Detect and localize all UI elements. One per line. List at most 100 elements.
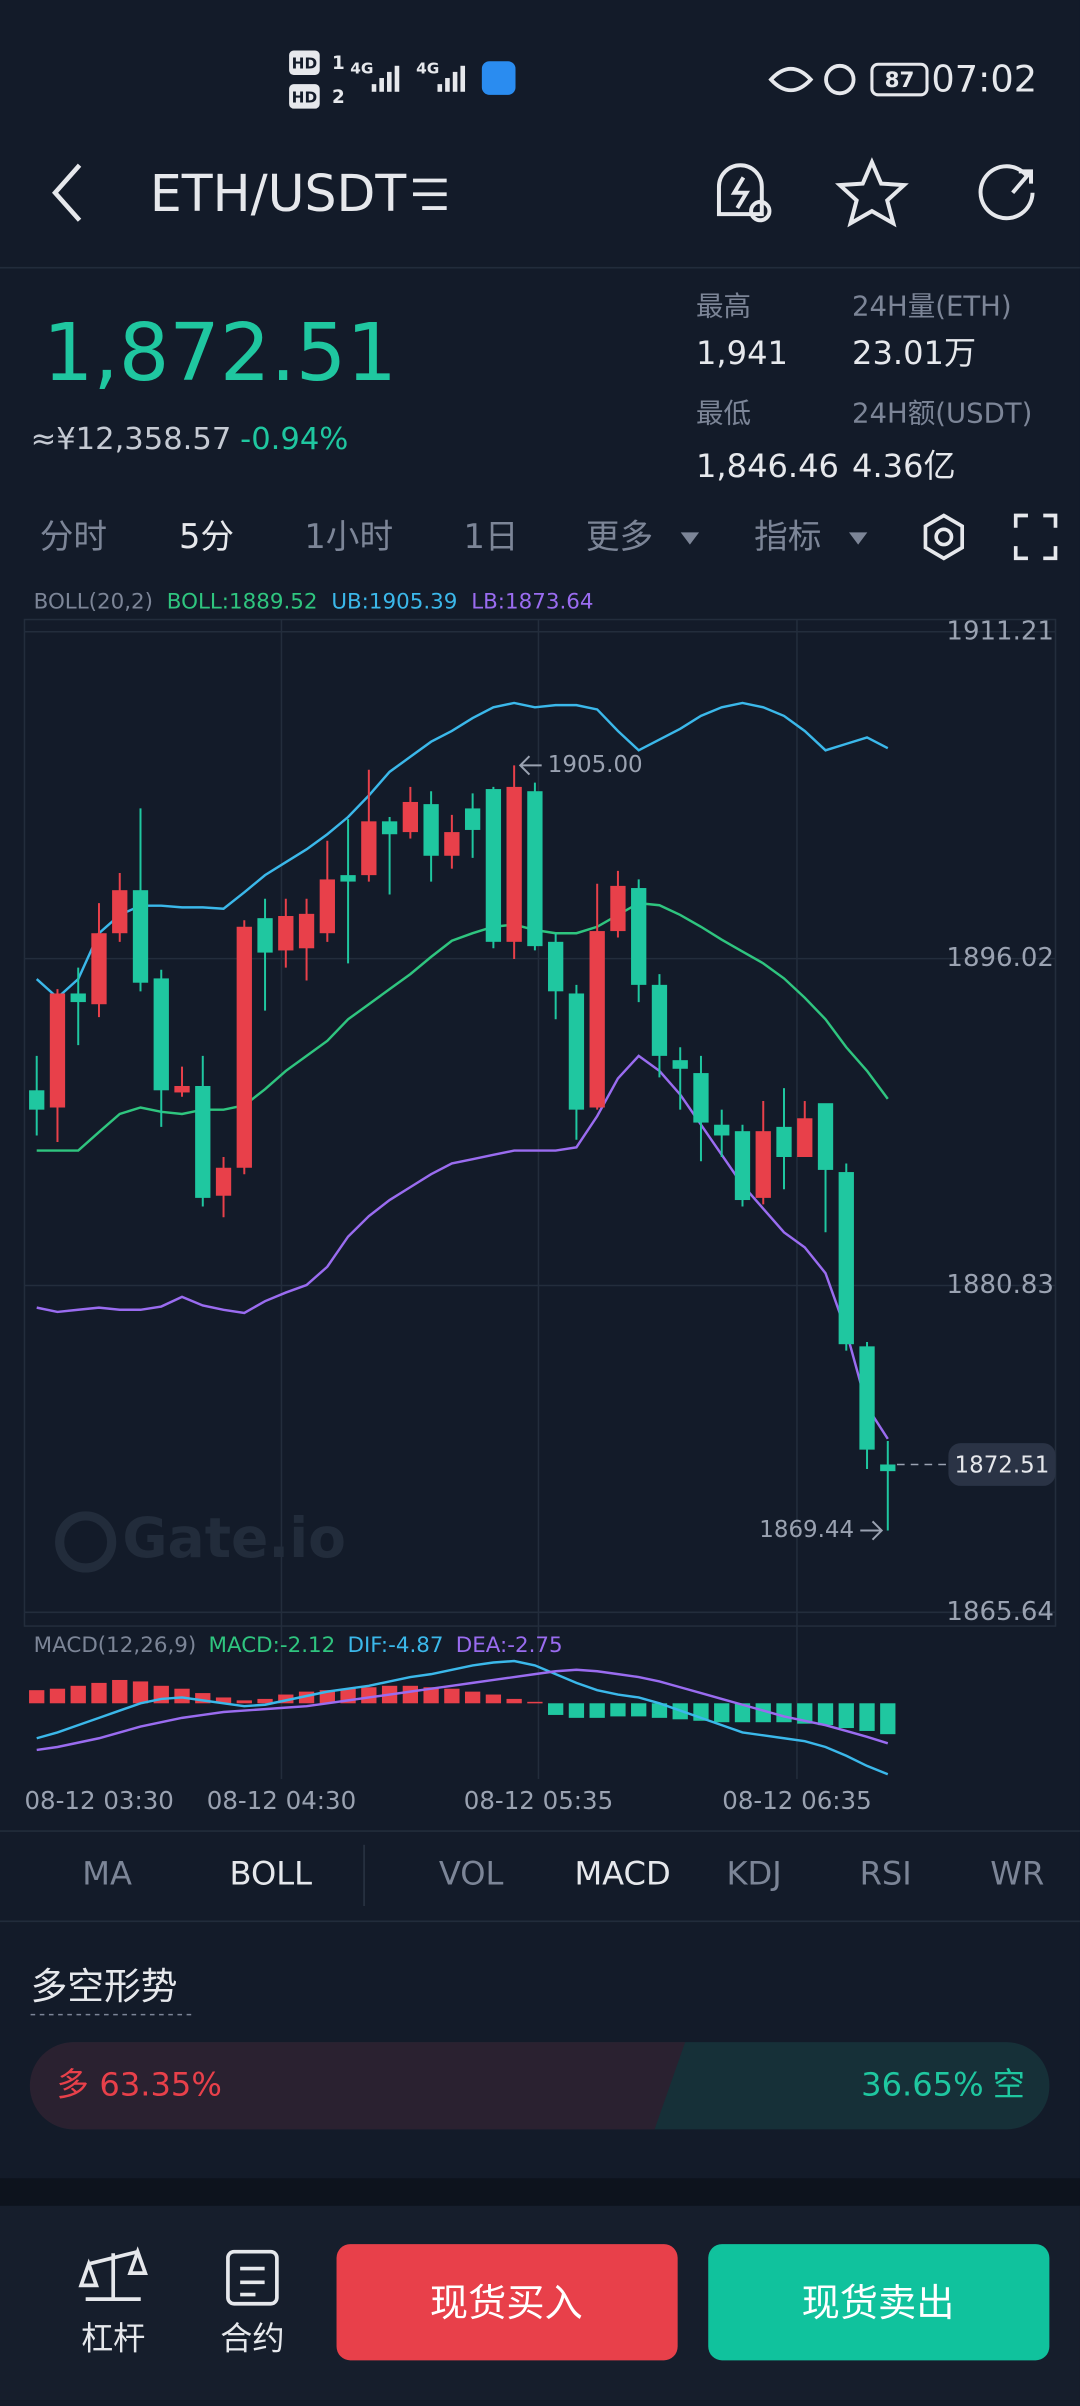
- macd-bar: [215, 1697, 232, 1704]
- interval-tab[interactable]: 分时: [40, 517, 107, 556]
- macd-bar: [112, 1679, 128, 1704]
- fullscreen-icon[interactable]: [1013, 513, 1058, 561]
- x-tick-label: 08-12 03:30: [24, 1786, 173, 1815]
- clock: 07:02: [931, 58, 1037, 101]
- indicator-tab[interactable]: MA: [82, 1854, 132, 1892]
- macd-legend: MACD(12,26,9): [34, 1633, 197, 1658]
- macd-bar: [49, 1688, 66, 1704]
- macd-bar: [91, 1682, 107, 1704]
- ticker-stat: 24H额(USDT): [852, 398, 1032, 430]
- settings-icon[interactable]: [923, 513, 965, 561]
- candle-body: [49, 993, 66, 1108]
- candle-body: [485, 789, 502, 942]
- hd-badge: [289, 84, 320, 109]
- candle-body: [319, 879, 335, 934]
- interval-tab[interactable]: 指标: [754, 517, 821, 556]
- candle-body: [568, 993, 585, 1110]
- alarm-icon: [824, 63, 856, 96]
- candle-body: [29, 1090, 45, 1110]
- candle-body: [361, 821, 377, 876]
- macd-legend: MACD:-2.12: [208, 1633, 335, 1658]
- macd-bar: [714, 1703, 730, 1723]
- macd-bar: [631, 1703, 647, 1717]
- candle-body: [257, 918, 273, 953]
- indicator-tab[interactable]: MACD: [574, 1854, 670, 1892]
- watermark: Gate.io: [122, 1506, 346, 1570]
- buy-button[interactable]: [336, 2244, 678, 2361]
- indicator-tab[interactable]: VOL: [439, 1854, 504, 1892]
- macd-bar: [797, 1703, 813, 1724]
- sim-label: 1: [332, 53, 345, 74]
- macd-line: [36, 1659, 889, 1776]
- y-tick-label: 1911.21: [946, 616, 1054, 646]
- buy-label[interactable]: 现货买入: [430, 2282, 583, 2326]
- pair-title[interactable]: ETH/USDT: [150, 164, 407, 223]
- macd-bar: [527, 1701, 543, 1704]
- ticker-stat: 4.36亿: [852, 447, 956, 485]
- indicator-legend: BOLL:1889.52: [167, 590, 318, 615]
- sentiment-title: 多空形势: [31, 1965, 178, 2008]
- y-tick-label: 1896.02: [946, 943, 1054, 973]
- signal-bar: [371, 84, 377, 92]
- indicator-tab[interactable]: BOLL: [229, 1854, 312, 1892]
- signal-bar: [437, 84, 443, 92]
- macd-bar: [880, 1703, 896, 1735]
- leverage-icon[interactable]: [78, 2246, 148, 2301]
- eye-icon: [768, 66, 814, 93]
- signal-bar: [452, 71, 458, 92]
- hd-label: HD: [292, 88, 317, 106]
- candle-body: [423, 804, 439, 856]
- contract-icon[interactable]: [226, 2249, 279, 2306]
- candle-body: [236, 926, 252, 1168]
- candle-body: [589, 931, 605, 1108]
- boll-line: [36, 901, 889, 1152]
- ticker-stat: 24H量(ETH): [852, 290, 1012, 322]
- macd-bar: [755, 1703, 771, 1723]
- leverage-label[interactable]: 杠杆: [81, 2319, 145, 2357]
- ticker-stat: 最高: [696, 290, 751, 322]
- macd-line: [36, 1668, 889, 1752]
- candle-body: [506, 786, 522, 942]
- indicator-tab[interactable]: KDJ: [727, 1854, 782, 1892]
- favorite-icon[interactable]: [835, 157, 909, 228]
- macd-legend: DIF:-4.87: [347, 1633, 443, 1658]
- contract-label[interactable]: 合约: [220, 2319, 284, 2357]
- y-tick-label: 1880.83: [946, 1270, 1054, 1300]
- indicator-tab[interactable]: RSI: [860, 1854, 912, 1892]
- interval-tab[interactable]: 1日: [463, 517, 518, 556]
- indicator-tab[interactable]: WR: [990, 1854, 1044, 1892]
- candle-body: [693, 1073, 709, 1123]
- battery-level: 87: [885, 68, 915, 93]
- indicator-legend: LB:1873.64: [471, 590, 593, 615]
- weather-icon: [481, 61, 516, 95]
- ticker-stat: 最低: [696, 398, 751, 430]
- pair-menu-icon[interactable]: [413, 178, 447, 210]
- hd-badge: [289, 50, 320, 75]
- macd-bar: [444, 1688, 460, 1704]
- back-button[interactable]: [51, 163, 82, 222]
- low-arrow: [860, 1520, 884, 1541]
- interval-tab[interactable]: 5分: [179, 517, 234, 556]
- boll-line: [35, 701, 889, 1000]
- macd-bar: [610, 1703, 626, 1717]
- alert-icon[interactable]: [716, 163, 772, 223]
- candle-body: [734, 1131, 751, 1201]
- candle-body: [153, 978, 169, 1091]
- macd-bar: [236, 1700, 252, 1704]
- y-tick-label: 1865.64: [946, 1597, 1054, 1627]
- macd-bar: [776, 1703, 792, 1723]
- macd-bar: [195, 1693, 211, 1704]
- sell-button[interactable]: [708, 2244, 1050, 2361]
- share-icon[interactable]: [978, 164, 1035, 221]
- high-arrow: [518, 755, 542, 776]
- interval-tab[interactable]: 更多: [586, 517, 653, 556]
- macd-bar: [257, 1698, 273, 1704]
- candle-body: [195, 1085, 211, 1198]
- interval-tab[interactable]: 1小时: [304, 517, 393, 556]
- sell-label[interactable]: 现货卖出: [802, 2282, 955, 2326]
- candle-body: [132, 890, 149, 983]
- macd-bar: [859, 1703, 875, 1731]
- indicator-legend: BOLL(20,2): [34, 590, 153, 615]
- low-mark-label: 1869.44: [759, 1517, 854, 1543]
